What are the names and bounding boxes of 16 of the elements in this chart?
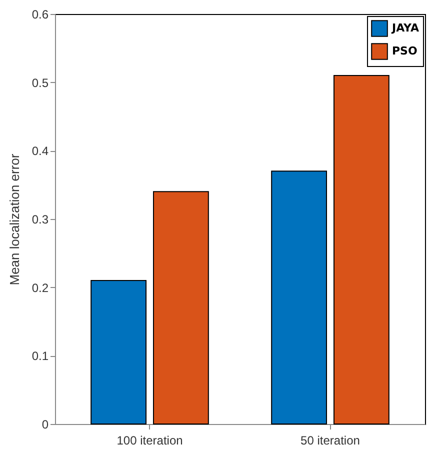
y-tick-label: 0	[42, 418, 49, 432]
y-tick-label: 0.3	[32, 212, 49, 226]
y-tick-label: 0.4	[32, 144, 49, 158]
bar	[271, 170, 327, 424]
bar	[90, 280, 147, 424]
y-tick-label: 0.6	[32, 8, 49, 22]
legend-label: PSO	[392, 44, 418, 58]
y-axis-title: Mean localization error	[6, 153, 22, 286]
bar	[333, 75, 390, 424]
y-tick-label: 0.1	[32, 349, 49, 364]
bar	[153, 191, 209, 424]
legend-label: JAYA	[391, 22, 420, 34]
y-tick-label: 0.5	[32, 76, 49, 90]
y-tick-label: 0.2	[32, 280, 49, 295]
x-tick-label: 50 iteration	[300, 434, 360, 448]
x-tick-label: 100 iteration	[116, 434, 183, 448]
